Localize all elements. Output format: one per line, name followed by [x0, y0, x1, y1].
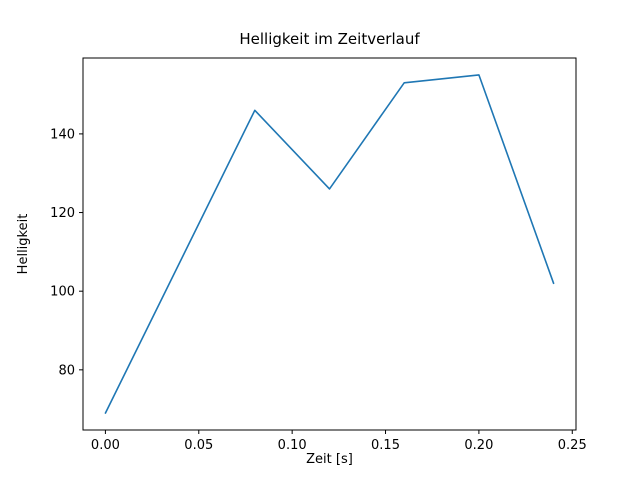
- y-tick-label: 80: [58, 363, 75, 378]
- x-tick-label: 0.25: [558, 438, 587, 453]
- x-axis-label: Zeit [s]: [306, 452, 353, 467]
- x-tick-label: 0.20: [464, 438, 493, 453]
- x-tick-label: 0.05: [184, 438, 213, 453]
- y-tick-label: 120: [50, 206, 75, 221]
- y-tick-label: 100: [50, 285, 75, 300]
- y-axis-label: Helligkeit: [16, 214, 31, 275]
- axes-frame: [82, 57, 577, 431]
- x-tick-label: 0.00: [91, 438, 120, 453]
- y-tick-label: 140: [50, 127, 75, 142]
- chart-title: Helligkeit im Zeitverlauf: [239, 30, 420, 48]
- x-tick-label: 0.10: [278, 438, 307, 453]
- plot-area: 0.00 0.05 0.10 0.15 0.20 0.25 80 100 120 140: [50, 57, 587, 453]
- x-tick-label: 0.15: [371, 438, 400, 453]
- data-series-line: [104, 74, 555, 414]
